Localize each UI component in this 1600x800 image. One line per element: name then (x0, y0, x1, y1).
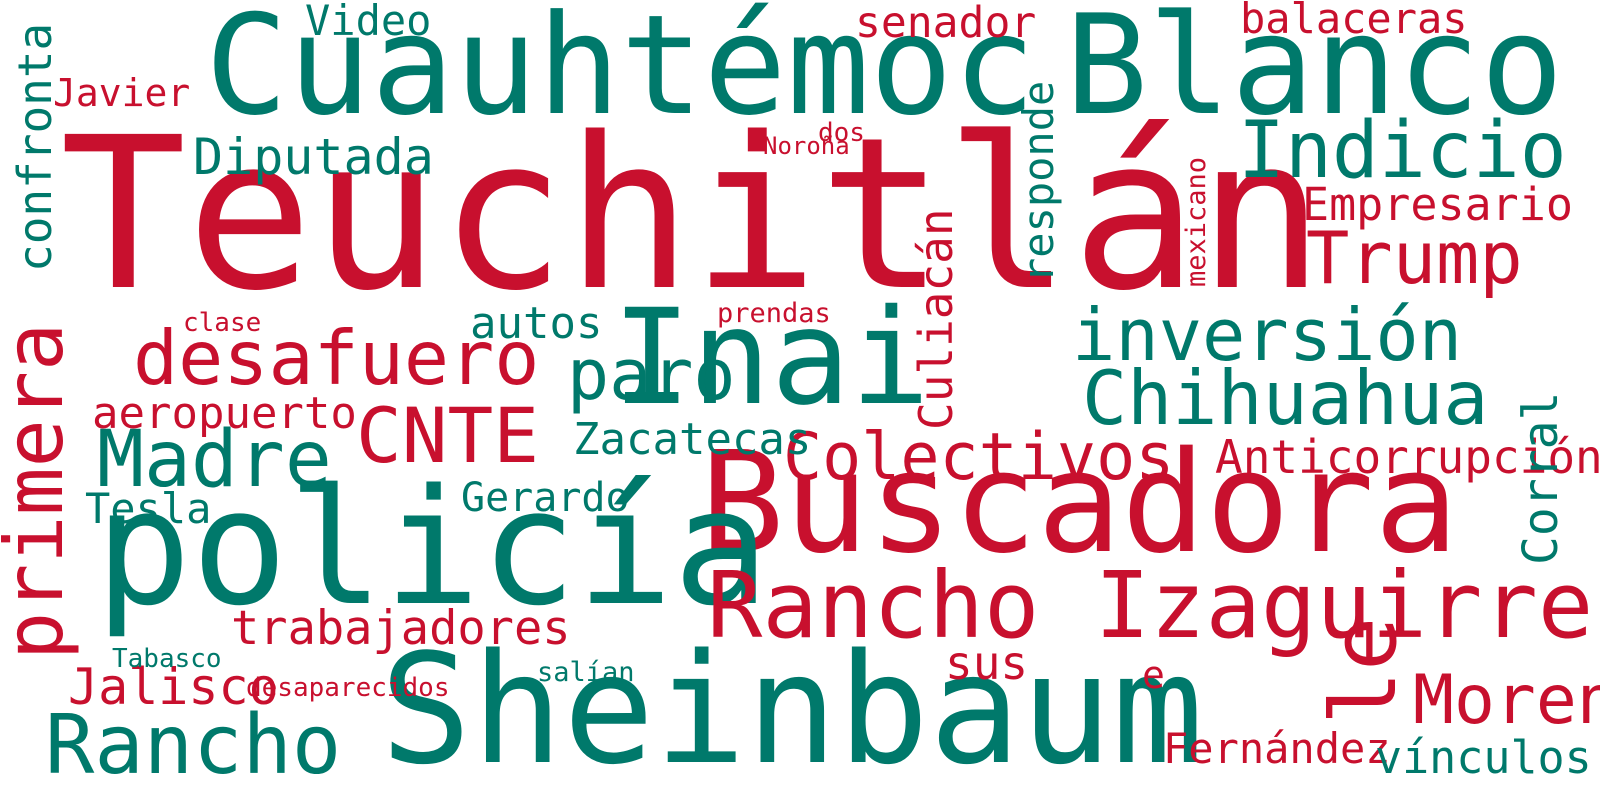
word-primera: salían (537, 657, 635, 688)
word-senador: sus (945, 636, 1029, 690)
word-zacatecas: aeropuerto (92, 388, 357, 439)
word-javier: vínculos (1375, 731, 1592, 784)
word-dos: Noroña (763, 132, 850, 160)
word-salian: desaparecidos (246, 673, 450, 703)
word-morena: Jalisco (68, 658, 279, 716)
word-le: le (1312, 616, 1417, 725)
word-trabajadores: Diputada (193, 128, 434, 186)
word-madre: Madre (97, 415, 332, 505)
word-corral: Corral (1513, 391, 1569, 565)
word-norona: Javier (53, 71, 191, 115)
word-inversion: inversión (1072, 293, 1463, 377)
word-rancho-izaguirre: Rancho Izaguirre (707, 552, 1594, 659)
word-fernandez: e (1142, 653, 1165, 697)
word-jalisco: Zacatecas (573, 414, 812, 465)
word-tabasco: prendas (717, 298, 831, 329)
word-chihuahua: Chihuahua (1082, 354, 1489, 442)
word-blanco: Blanco (1065, 0, 1564, 146)
word-responde: responde (1014, 80, 1063, 283)
word-confronta: confronta (8, 22, 62, 272)
word-gerardo: Tesla (85, 484, 212, 533)
word-aeropuerto: balaceras (1240, 0, 1468, 43)
word-sheinbaum: Sheinbaum (380, 621, 1204, 798)
word-indicio: Indicio (1238, 106, 1567, 196)
word-video: senador (855, 0, 1037, 48)
word-culiacan: Culiacán (909, 208, 963, 430)
word-teuchitlan: Teuchitlán (60, 92, 1325, 337)
word-desaparecidos: Tabasco (112, 644, 222, 674)
word-diputada: primera (0, 322, 81, 660)
word-cuauhtemoc: Cuauhtémoc (205, 0, 1036, 146)
word-e: paro (567, 334, 736, 416)
word-sus: Morena (1413, 661, 1600, 740)
word-rancho: Rancho (45, 698, 342, 793)
word-paro: Gerardo (461, 475, 630, 521)
word-vinculos: Fernández (1163, 724, 1391, 773)
word-desafuero: desafuero (133, 314, 540, 402)
word-cnte: CNTE (356, 391, 540, 480)
word-clase: dos (818, 118, 865, 148)
word-buscadora: Buscadora (700, 422, 1459, 585)
word-prendas: clase (183, 308, 262, 338)
word-empresario: Anticorrupción (1215, 430, 1600, 484)
word-inai: Inai (612, 281, 930, 435)
word-mexicano: mexicano (1181, 156, 1212, 287)
word-tesla: autos (470, 298, 603, 349)
word-trump: Trump (1306, 216, 1523, 300)
word-autos: Video (305, 0, 432, 45)
word-policia: policía (95, 454, 770, 641)
word-balaceras: Empresario (1302, 178, 1573, 231)
word-colectivos: Colectivos (783, 420, 1175, 495)
word-anticorrupcion: trabajadores (231, 601, 571, 656)
